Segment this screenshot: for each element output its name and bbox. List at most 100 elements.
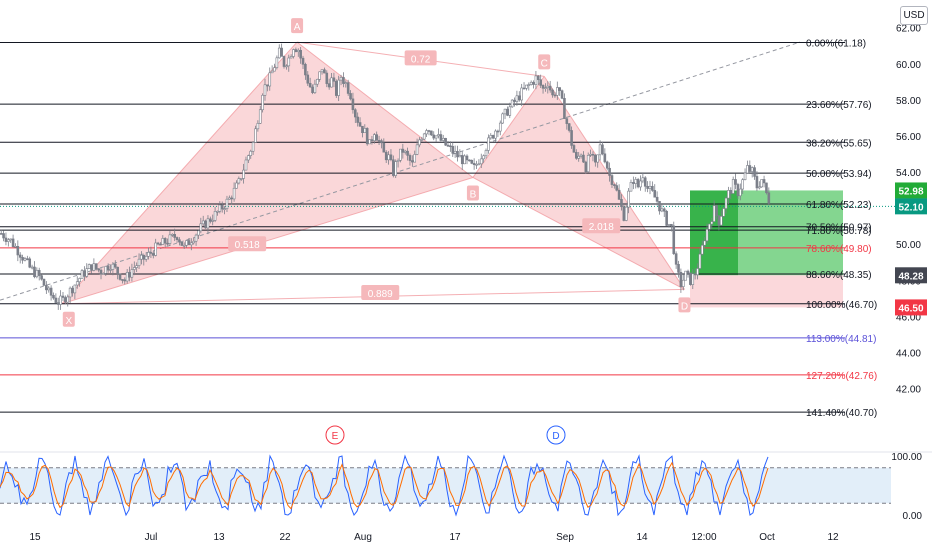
candle-body xyxy=(575,152,578,159)
harmonic-leg-bc xyxy=(472,76,545,178)
candle-body xyxy=(147,252,150,257)
candle-body xyxy=(289,56,293,59)
candle-body xyxy=(392,159,395,176)
pattern-point-label: A xyxy=(294,22,301,33)
candle-body xyxy=(16,245,20,256)
pattern-point-marker xyxy=(291,18,304,34)
ratio-label: 0.518 xyxy=(235,240,260,251)
candle-body xyxy=(539,79,542,86)
candle-body xyxy=(413,154,417,163)
candle-body xyxy=(144,255,148,260)
candle-body xyxy=(242,169,245,179)
candle-body xyxy=(370,139,374,142)
candle-body xyxy=(282,56,286,67)
candle-body xyxy=(632,182,635,184)
event-marker[interactable] xyxy=(325,425,345,445)
candle-body xyxy=(161,238,165,245)
candle-body xyxy=(434,135,438,139)
candle-body xyxy=(565,118,569,124)
candle-body xyxy=(536,75,540,81)
candle-body xyxy=(380,140,383,144)
candle-body xyxy=(567,123,571,131)
candle-body xyxy=(171,234,174,236)
candle-body xyxy=(261,94,264,111)
candle-body xyxy=(354,109,357,118)
candle-body xyxy=(375,134,378,141)
candle-body xyxy=(719,216,723,226)
candle-body xyxy=(627,190,630,208)
candle-body xyxy=(251,142,255,152)
x-axis-tick-label: 17 xyxy=(449,532,461,543)
candle-body xyxy=(477,163,481,166)
candle-body xyxy=(629,182,633,192)
candle-body xyxy=(339,77,343,81)
candle-body xyxy=(396,160,400,162)
harmonic-leg-ab xyxy=(296,41,474,178)
candle-body xyxy=(320,69,324,73)
candle-body xyxy=(137,258,141,266)
candle-body xyxy=(672,225,676,254)
stochastic-k-line xyxy=(0,454,769,517)
candle-body xyxy=(710,221,714,225)
candle-body xyxy=(577,155,581,159)
candle-body xyxy=(460,155,464,165)
candle-body xyxy=(408,155,412,161)
candle-body xyxy=(232,187,236,200)
candle-body xyxy=(166,242,169,245)
candle-body xyxy=(556,87,559,96)
candle-body xyxy=(121,279,124,281)
candle-body xyxy=(128,272,131,278)
candle-body xyxy=(296,49,300,53)
candle-body xyxy=(610,175,614,185)
candle-body xyxy=(646,185,649,189)
currency-button[interactable]: USD xyxy=(900,6,928,25)
candle-body xyxy=(0,233,3,235)
candle-body xyxy=(425,130,428,135)
candle-body xyxy=(349,93,352,100)
candle-body xyxy=(420,138,424,141)
candle-body xyxy=(734,179,737,185)
candle-body xyxy=(548,85,552,91)
candle-body xyxy=(758,186,761,189)
candle-body xyxy=(731,179,735,194)
candle-body xyxy=(689,272,692,285)
candle-body xyxy=(125,272,129,282)
x-axis-tick-label: 14 xyxy=(636,532,648,543)
fib-level-label: 70.50%(50.97) xyxy=(806,223,872,234)
candle-body xyxy=(624,206,628,221)
candle-body xyxy=(601,144,604,155)
candle-body xyxy=(465,155,469,161)
candle-body xyxy=(111,263,115,270)
candle-body xyxy=(494,130,497,139)
candle-body xyxy=(470,159,474,164)
candle-body xyxy=(304,64,307,76)
candle-body xyxy=(116,266,119,275)
candle-body xyxy=(387,154,390,161)
candle-body xyxy=(83,270,86,277)
candle-body xyxy=(190,242,193,246)
candle-body xyxy=(151,253,155,256)
stop-zone xyxy=(690,275,843,308)
candle-body xyxy=(496,130,500,133)
candle-body xyxy=(748,165,752,172)
candle-body xyxy=(87,264,91,269)
candle-body xyxy=(427,130,431,132)
candle-body xyxy=(306,74,310,84)
candle-body xyxy=(273,67,276,72)
candle-body xyxy=(765,182,768,194)
candle-body xyxy=(622,206,626,221)
candle-body xyxy=(7,239,10,242)
candle-body xyxy=(491,135,495,139)
candle-body xyxy=(90,264,93,271)
candle-body xyxy=(489,135,493,139)
event-marker[interactable] xyxy=(546,425,566,445)
candle-body xyxy=(551,89,554,96)
candle-body xyxy=(439,134,443,141)
candle-body xyxy=(449,145,452,148)
candle-body xyxy=(484,150,488,157)
candle-body xyxy=(686,270,690,274)
candle-body xyxy=(643,177,647,187)
candle-body xyxy=(670,223,673,227)
harmonic-triangle-bcd xyxy=(472,76,685,290)
